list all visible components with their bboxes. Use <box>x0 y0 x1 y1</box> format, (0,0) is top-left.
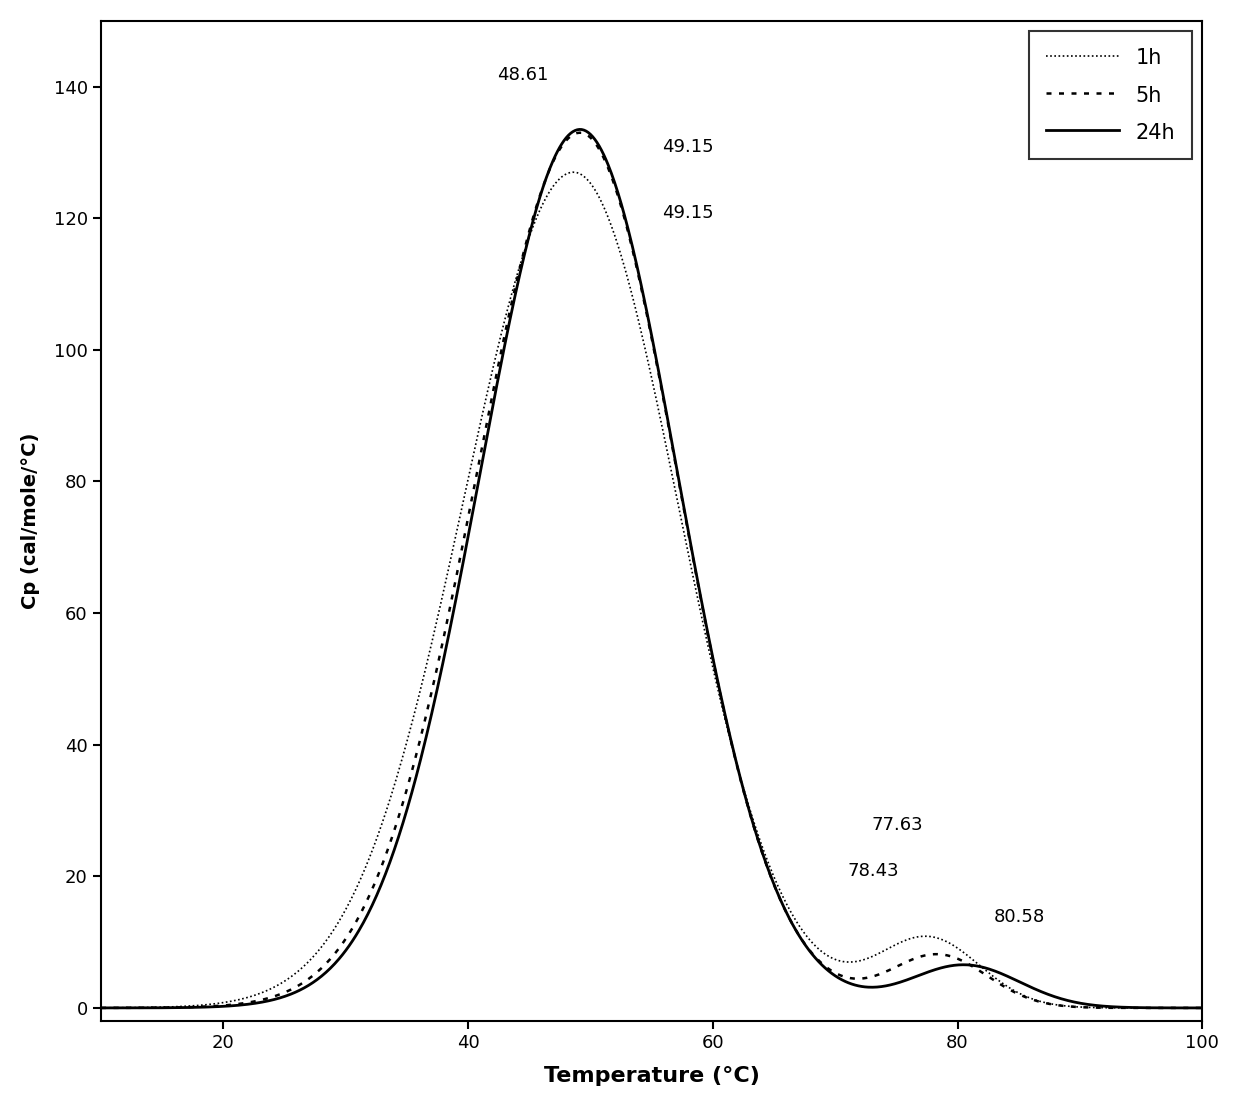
5h <box>973 965 988 979</box>
24h <box>954 959 968 972</box>
Line: 5h: 5h <box>100 133 1203 1007</box>
24h <box>93 1001 108 1014</box>
24h <box>539 170 554 184</box>
Y-axis label: Cp (cal/mole/°C): Cp (cal/mole/°C) <box>21 433 40 609</box>
Legend: 1h, 5h, 24h: 1h, 5h, 24h <box>1029 31 1192 159</box>
24h <box>851 980 866 993</box>
24h <box>206 1000 221 1013</box>
Line: 24h: 24h <box>100 130 1203 1007</box>
5h <box>1195 1001 1210 1014</box>
1h <box>539 190 554 204</box>
5h <box>851 972 866 985</box>
1h <box>580 173 595 186</box>
Text: 49.15: 49.15 <box>662 138 714 156</box>
Text: 49.15: 49.15 <box>662 205 714 223</box>
5h <box>954 953 968 966</box>
5h <box>580 128 595 142</box>
1h <box>567 166 582 179</box>
5h <box>206 1000 221 1013</box>
1h <box>206 997 221 1011</box>
Text: 80.58: 80.58 <box>994 909 1045 927</box>
Text: 77.63: 77.63 <box>872 816 924 835</box>
24h <box>573 123 588 136</box>
Line: 1h: 1h <box>100 173 1203 1007</box>
1h <box>973 960 988 973</box>
5h <box>93 1001 108 1014</box>
Text: 78.43: 78.43 <box>847 862 899 880</box>
Text: 48.61: 48.61 <box>497 66 549 84</box>
5h <box>539 170 554 184</box>
X-axis label: Temperature (°C): Temperature (°C) <box>543 1066 760 1086</box>
1h <box>93 1001 108 1014</box>
5h <box>573 126 588 139</box>
1h <box>851 954 866 968</box>
24h <box>973 960 988 973</box>
24h <box>580 125 595 138</box>
1h <box>1195 1001 1210 1014</box>
24h <box>1195 1001 1210 1014</box>
1h <box>954 944 968 958</box>
